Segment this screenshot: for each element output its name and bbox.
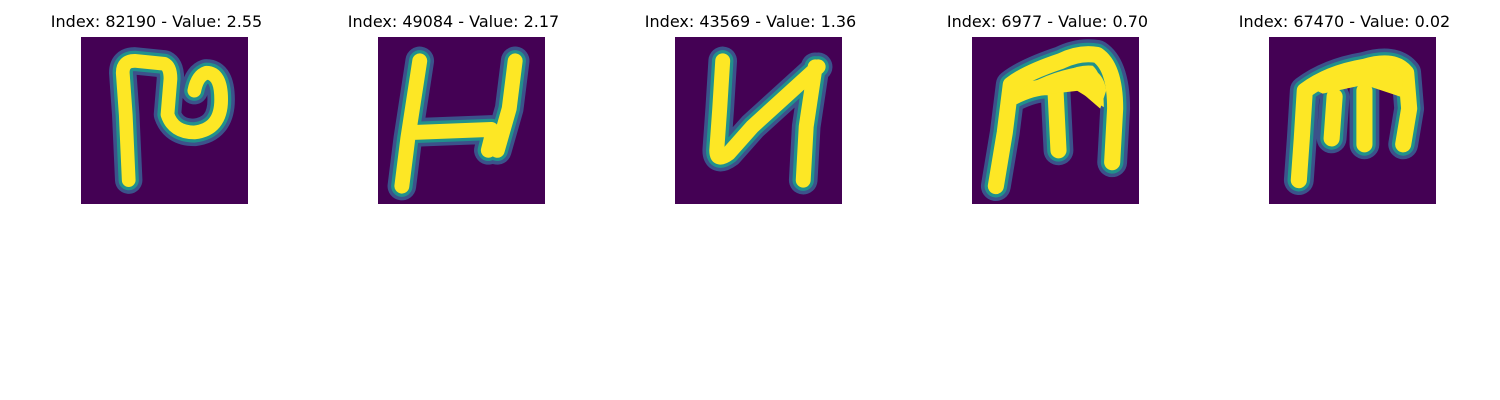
panel-title: Index: 6977 - Value: 0.70 <box>946 12 1149 31</box>
digit-image <box>675 37 842 204</box>
panel-title: Index: 82190 - Value: 2.55 <box>50 12 263 31</box>
image-panel-4: Index: 6977 - Value: 0.70 <box>899 0 1196 210</box>
digit-image <box>1269 37 1436 204</box>
image-panel-1: Index: 82190 - Value: 2.55 <box>8 0 305 210</box>
panel-title: Index: 67470 - Value: 0.02 <box>1238 12 1451 31</box>
digit-image <box>972 37 1139 204</box>
digit-image <box>378 37 545 204</box>
image-panel-3: Index: 43569 - Value: 1.36 <box>602 0 899 210</box>
image-panel-5: Index: 67470 - Value: 0.02 <box>1196 0 1493 210</box>
digit-image <box>81 37 248 204</box>
panel-title: Index: 49084 - Value: 2.17 <box>347 12 560 31</box>
panel-title: Index: 43569 - Value: 1.36 <box>644 12 857 31</box>
image-panel-2: Index: 49084 - Value: 2.17 <box>305 0 602 210</box>
